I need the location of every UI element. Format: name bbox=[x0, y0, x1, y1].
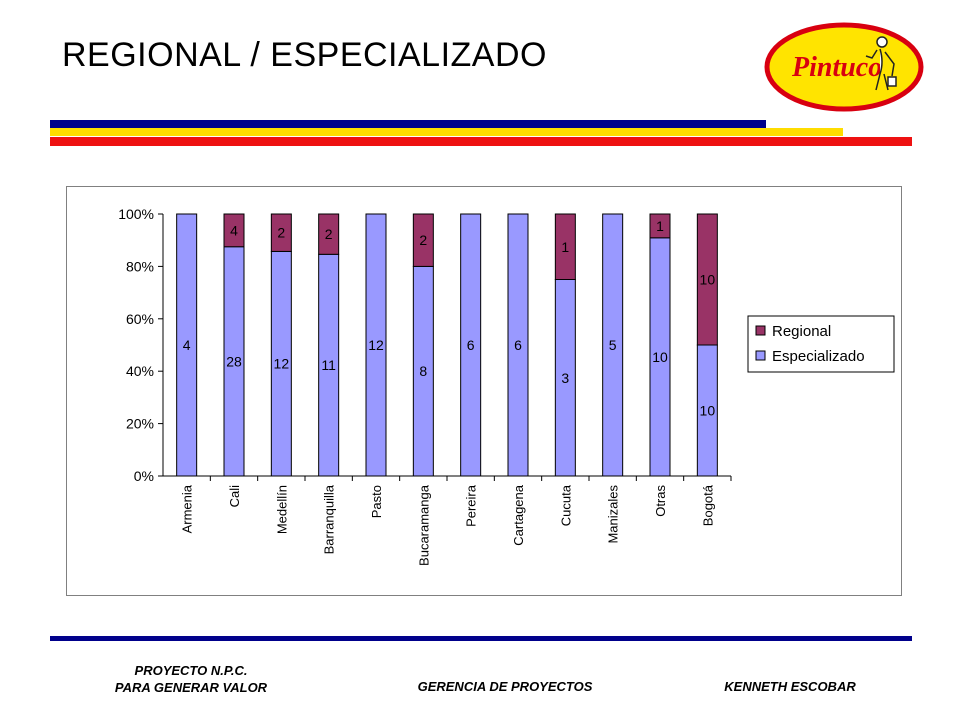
data-label-especializado: 5 bbox=[609, 337, 617, 353]
legend-swatch bbox=[755, 350, 766, 361]
footer-project-line2: PARA GENERAR VALOR bbox=[114, 680, 268, 695]
data-label-especializado: 8 bbox=[419, 363, 427, 379]
x-category-label: Armenia bbox=[180, 484, 195, 533]
y-tick-label: 20% bbox=[126, 416, 154, 432]
data-label-regional: 2 bbox=[325, 226, 333, 242]
footer-rule bbox=[50, 636, 912, 641]
data-label-regional: 1 bbox=[561, 239, 569, 255]
painter-mascot-icon bbox=[865, 36, 897, 91]
logo-text: Pintuco bbox=[791, 52, 882, 83]
header-stripe-yellow bbox=[50, 128, 843, 136]
x-category-label: Cucuta bbox=[558, 484, 573, 526]
y-tick-label: 0% bbox=[134, 468, 154, 484]
y-tick-label: 100% bbox=[118, 206, 154, 222]
data-label-regional: 4 bbox=[230, 222, 238, 238]
legend-label: Regional bbox=[772, 323, 831, 340]
data-label-regional: 2 bbox=[419, 232, 427, 248]
chart-frame: 0% 20% 40% 60% 80% 100% 4 Armenia 28 4 Cali 12 2 Mede… bbox=[66, 186, 902, 596]
footer-department: GERENCIA DE PROYECTOS bbox=[417, 679, 593, 694]
x-category-label: Pasto bbox=[369, 485, 384, 518]
data-label-especializado: 11 bbox=[321, 357, 336, 373]
footer-project-line1: PROYECTO N.P.C. bbox=[134, 663, 248, 678]
data-label-regional: 1 bbox=[656, 218, 664, 234]
bar-regional bbox=[270, 213, 292, 252]
x-category-label: Bogotá bbox=[700, 484, 715, 526]
stacked-percent-bar-chart: 0%20%40%60%80%100%4Armenia284Cali122Mede… bbox=[118, 206, 895, 566]
data-label-regional: 10 bbox=[700, 272, 716, 288]
y-tick-label: 40% bbox=[126, 363, 154, 379]
bar-regional bbox=[696, 213, 718, 346]
data-label-especializado: 10 bbox=[652, 349, 668, 365]
x-category-label: Barranquilla bbox=[322, 484, 337, 554]
bar-regional bbox=[554, 213, 576, 280]
legend-label: Especializado bbox=[772, 348, 865, 365]
footer-author: KENNETH ESCOBAR bbox=[724, 679, 856, 694]
bar-especializado bbox=[602, 213, 624, 477]
data-label-especializado: 12 bbox=[368, 337, 384, 353]
bar-especializado bbox=[176, 213, 198, 477]
legend-box bbox=[747, 315, 895, 373]
data-label-especializado: 28 bbox=[226, 353, 242, 369]
slide-title: REGIONAL / ESPECIALIZADO bbox=[62, 36, 547, 74]
x-category-label: Cali bbox=[227, 485, 242, 508]
bar-especializado bbox=[365, 213, 387, 477]
y-tick-label: 60% bbox=[126, 311, 154, 327]
bar-especializado bbox=[460, 213, 482, 477]
data-label-especializado: 12 bbox=[274, 356, 290, 372]
bar-regional bbox=[318, 213, 340, 255]
data-label-especializado: 10 bbox=[700, 403, 716, 419]
data-label-especializado: 6 bbox=[467, 337, 475, 353]
data-label-especializado: 6 bbox=[514, 337, 522, 353]
x-category-label: Medellín bbox=[274, 485, 289, 534]
footer-project: PROYECTO N.P.C. PARA GENERAR VALOR bbox=[86, 662, 296, 696]
bar-regional bbox=[223, 213, 245, 248]
legend-swatch bbox=[755, 325, 766, 336]
header-stripe-red bbox=[50, 137, 912, 146]
header-stripe-navy bbox=[50, 120, 766, 128]
x-category-label: Cartagena bbox=[511, 484, 526, 545]
x-category-label: Bucaramanga bbox=[416, 484, 431, 566]
bar-especializado bbox=[507, 213, 529, 477]
x-category-label: Pereira bbox=[464, 484, 479, 527]
pintuco-logo: Pintuco bbox=[764, 22, 924, 117]
bar-regional bbox=[649, 213, 671, 239]
bar-regional bbox=[412, 213, 434, 267]
x-category-label: Manizales bbox=[606, 485, 621, 544]
data-label-especializado: 4 bbox=[183, 337, 191, 353]
data-label-regional: 2 bbox=[277, 225, 285, 241]
data-label-especializado: 3 bbox=[561, 370, 569, 386]
x-category-label: Otras bbox=[653, 485, 668, 517]
y-tick-label: 80% bbox=[126, 258, 154, 274]
